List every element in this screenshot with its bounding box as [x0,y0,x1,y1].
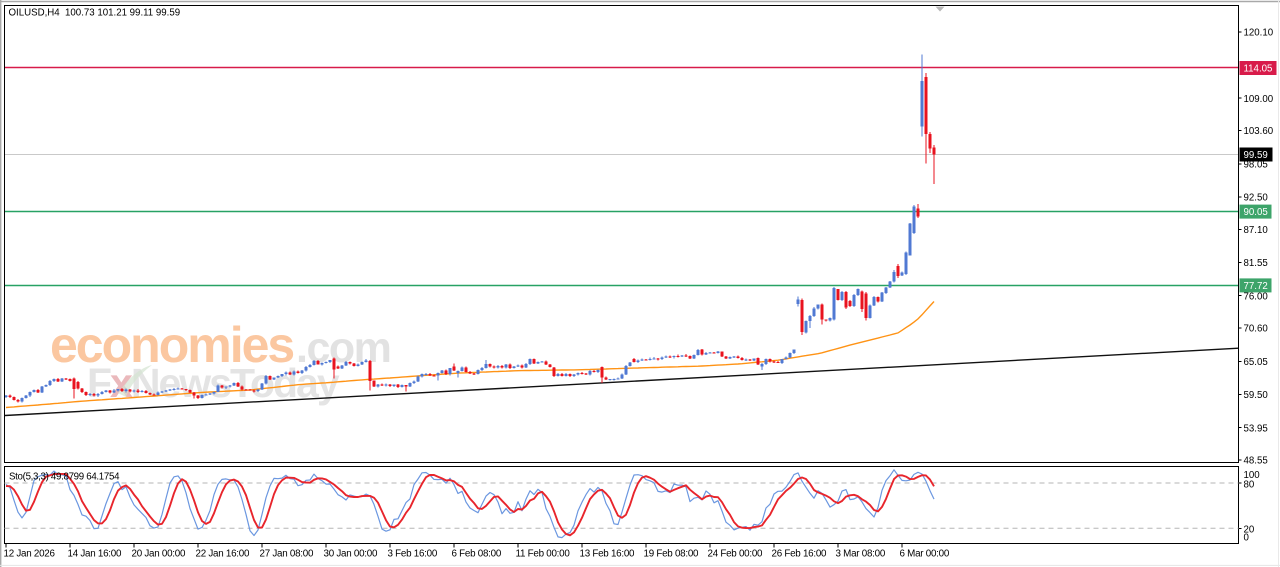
svg-text:120.10: 120.10 [1244,27,1274,38]
svg-text:OILUSD,H4 100.73 101.21 99.11: OILUSD,H4 100.73 101.21 99.11 99.59 [9,8,181,19]
svg-text:3 Mar 08:00: 3 Mar 08:00 [836,549,886,560]
svg-text:77.72: 77.72 [1244,281,1268,292]
svg-text:20: 20 [1244,525,1255,536]
svg-text:12 Jan 2026: 12 Jan 2026 [4,549,56,560]
svg-text:30 Jan 00:00: 30 Jan 00:00 [324,549,378,560]
svg-text:98.05: 98.05 [1244,159,1268,170]
svg-text:14 Jan 16:00: 14 Jan 16:00 [68,549,122,560]
svg-text:90.05: 90.05 [1244,207,1268,218]
svg-text:24 Feb 00:00: 24 Feb 00:00 [708,549,764,560]
svg-text:99.59: 99.59 [1244,150,1268,161]
svg-text:48.55: 48.55 [1244,456,1268,467]
svg-text:80: 80 [1244,480,1255,491]
svg-text:103.60: 103.60 [1244,126,1274,137]
svg-text:59.50: 59.50 [1244,390,1269,401]
svg-text:Sto(5,3,3) 49.8799 64.1754: Sto(5,3,3) 49.8799 64.1754 [9,472,120,483]
svg-text:81.55: 81.55 [1244,258,1268,269]
svg-text:0: 0 [1244,533,1250,544]
svg-text:20 Jan 00:00: 20 Jan 00:00 [132,549,186,560]
svg-text:22 Jan 16:00: 22 Jan 16:00 [196,549,250,560]
svg-text:26 Feb 16:00: 26 Feb 16:00 [772,549,828,560]
svg-text:19 Feb 08:00: 19 Feb 08:00 [644,549,700,560]
svg-text:100: 100 [1244,470,1261,481]
svg-text:6 Feb 08:00: 6 Feb 08:00 [452,549,502,560]
svg-text:109.00: 109.00 [1244,94,1274,105]
svg-text:70.60: 70.60 [1244,324,1269,335]
svg-text:53.95: 53.95 [1244,423,1268,434]
svg-text:87.10: 87.10 [1244,225,1269,236]
svg-text:13 Feb 16:00: 13 Feb 16:00 [580,549,636,560]
svg-text:3 Feb 16:00: 3 Feb 16:00 [388,549,438,560]
svg-text:76.00: 76.00 [1244,291,1269,302]
svg-text:11 Feb 00:00: 11 Feb 00:00 [516,549,571,560]
svg-text:92.50: 92.50 [1244,193,1269,204]
svg-text:27 Jan 08:00: 27 Jan 08:00 [260,549,314,560]
svg-text:65.05: 65.05 [1244,357,1268,368]
svg-text:economies: economies [50,317,293,373]
svg-text:.com: .com [296,324,390,372]
svg-text:6 Mar 00:00: 6 Mar 00:00 [900,549,950,560]
svg-text:114.05: 114.05 [1244,64,1273,75]
